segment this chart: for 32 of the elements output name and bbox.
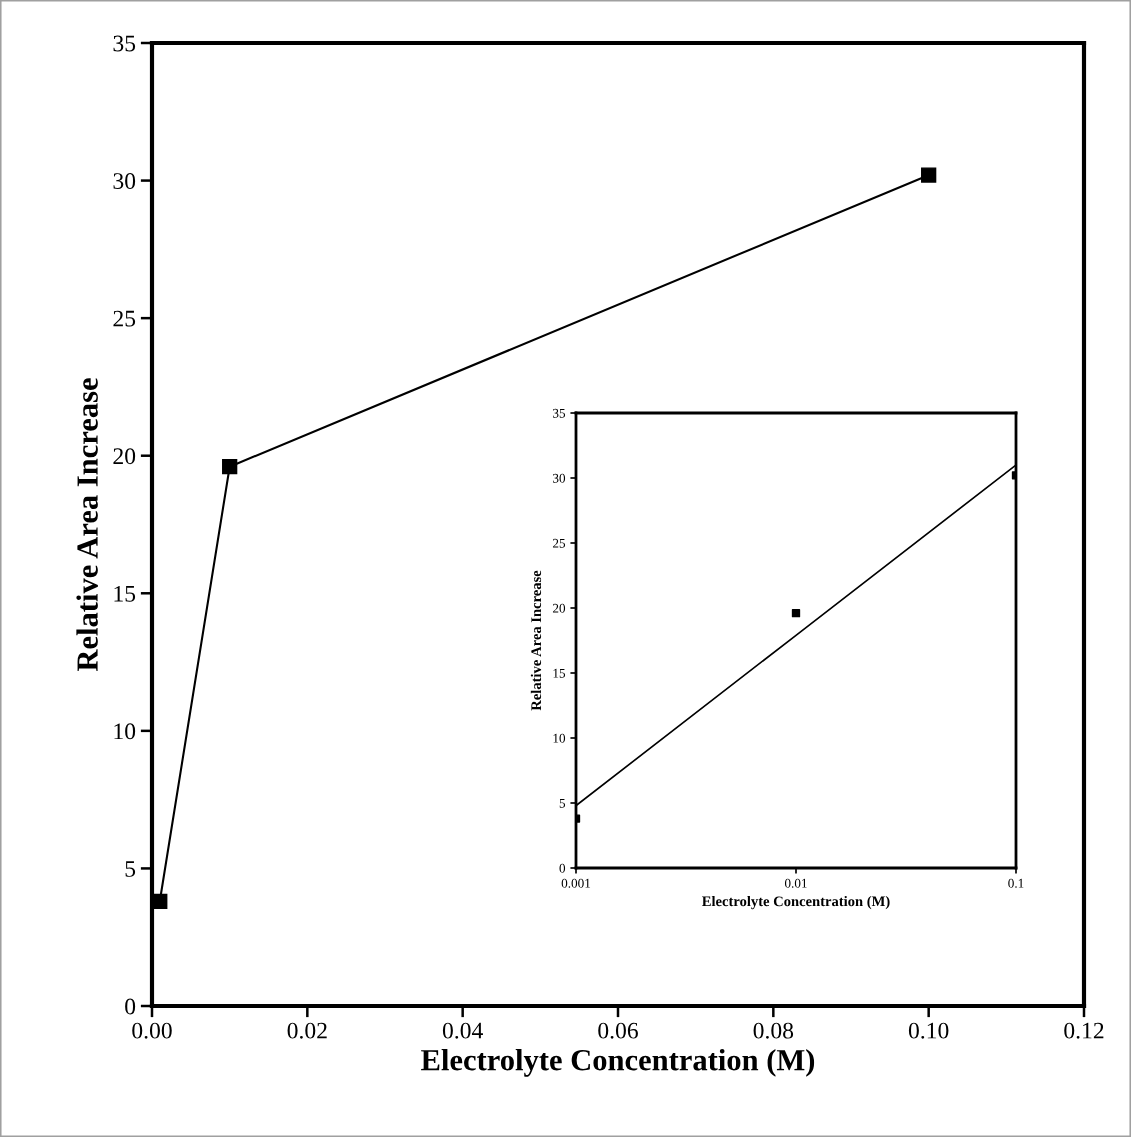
y-tick-label: 25 (552, 538, 566, 548)
y-tick-label: 0 (559, 863, 566, 873)
x-axis-title: Electrolyte Concentration (M) (702, 895, 890, 910)
y-tick-label: 30 (553, 473, 566, 483)
y-tick-label: 20 (552, 603, 566, 613)
x-tick-label: 0.1 (1008, 878, 1024, 888)
y-tick-label: 0 (125, 998, 136, 1015)
x-axis-title: Electrolyte Concentration (M) (421, 1048, 815, 1077)
y-tick-label: 5 (559, 798, 566, 808)
x-tick-label: 0.08 (753, 1022, 794, 1039)
y-tick-label: 15 (553, 668, 566, 678)
y-tick-label: 30 (113, 173, 136, 189)
y-tick-label: 35 (113, 35, 136, 52)
point (222, 459, 238, 475)
x-tick-label: 0.00 (132, 1022, 172, 1039)
y-tick-label: 35 (553, 408, 566, 418)
y-axis-title: Relative Area Increase (530, 570, 542, 711)
y-tick-label: 15 (114, 585, 136, 602)
y-tick-label: 10 (114, 723, 136, 740)
x-tick-label: 0.02 (287, 1022, 327, 1039)
point (921, 167, 937, 183)
y-tick-label: 20 (113, 448, 136, 465)
y-tick-label: 5 (125, 861, 136, 877)
x-tick-label: 0.01 (784, 878, 807, 888)
y-tick-label: 25 (113, 310, 136, 327)
y-tick-label: 10 (553, 733, 566, 743)
x-tick-label: 0.10 (908, 1022, 949, 1039)
x-tick-label: 0.06 (598, 1022, 638, 1039)
y-axis-title: Relative Area Increase (76, 378, 98, 672)
x-tick-label: 0.001 (561, 878, 591, 888)
x-tick-label: 0.12 (1064, 1022, 1104, 1039)
x-tick-label: 0.04 (442, 1022, 483, 1039)
